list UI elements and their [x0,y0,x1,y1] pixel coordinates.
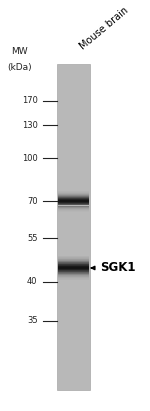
Bar [58,194,89,195]
Bar [58,263,89,264]
Bar [58,261,89,262]
Bar [58,276,89,277]
Bar [58,267,89,268]
Bar [58,262,89,263]
Bar [58,278,89,279]
Bar [58,205,89,206]
Bar [58,197,89,198]
Bar [58,195,89,196]
Bar [58,269,89,270]
Bar [58,272,89,273]
Text: 170: 170 [22,96,38,105]
Text: 40: 40 [27,277,38,286]
Bar [58,256,89,257]
Bar [58,200,89,201]
Text: 55: 55 [27,234,38,243]
Bar [58,210,89,211]
Text: 35: 35 [27,316,38,325]
Text: MW: MW [11,47,28,56]
Bar [58,274,89,275]
Bar [57,64,90,390]
Text: (kDa): (kDa) [7,63,32,72]
Text: 70: 70 [27,197,38,206]
Bar [58,198,89,199]
Bar [58,277,89,278]
Bar [58,192,89,193]
Bar [58,258,89,259]
Bar [58,270,89,271]
Bar [58,260,89,261]
Bar [58,211,89,212]
Bar [58,257,89,258]
Bar [58,193,89,194]
Bar [58,208,89,209]
Text: Mouse brain: Mouse brain [78,5,130,51]
Bar [58,207,89,208]
Bar [58,199,89,200]
Bar [58,201,89,202]
Text: 100: 100 [22,154,38,163]
Text: SGK1: SGK1 [100,261,136,275]
Bar [58,203,89,204]
Bar [58,204,89,205]
Bar [58,191,89,192]
Bar [58,268,89,269]
Bar [58,259,89,260]
Bar [58,209,89,210]
Bar [58,279,89,280]
Bar [58,202,89,203]
Bar [58,264,89,265]
Bar [58,196,89,197]
Bar [58,275,89,276]
Bar [58,271,89,272]
Bar [58,273,89,274]
Bar [58,266,89,267]
Text: 130: 130 [22,121,38,130]
Bar [58,265,89,266]
